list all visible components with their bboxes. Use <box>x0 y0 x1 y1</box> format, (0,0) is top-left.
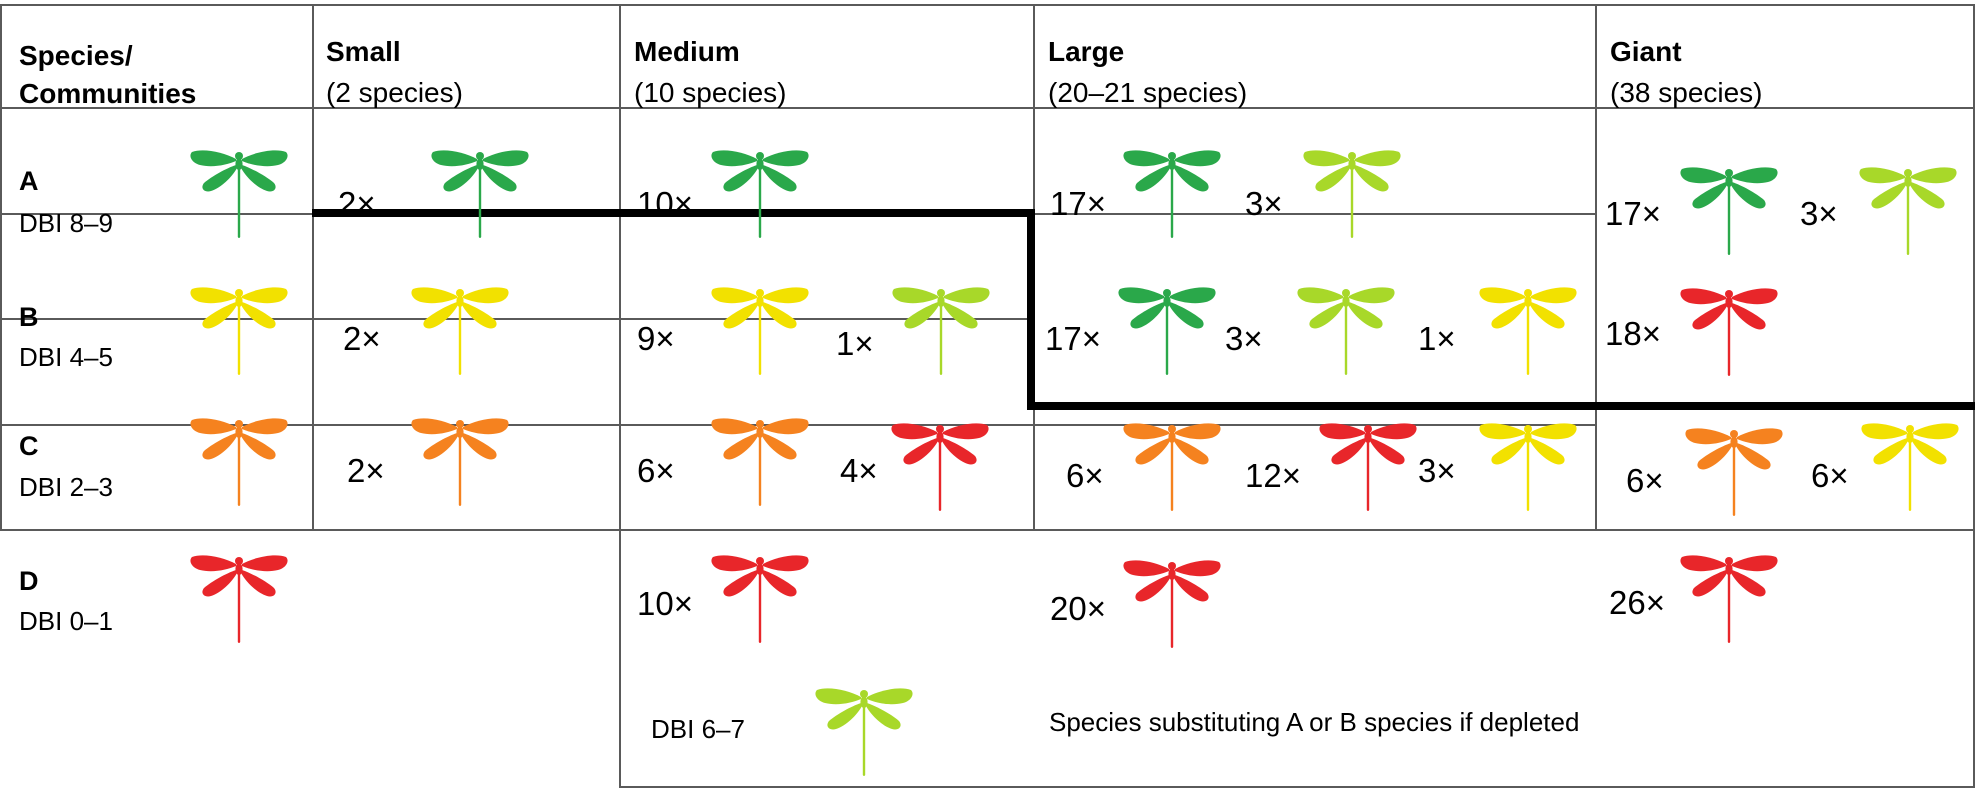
header-small-title: Small <box>326 36 401 67</box>
threshold-line-segment-2 <box>1027 209 1035 410</box>
count-ab-giant-3: 18× <box>1605 315 1661 352</box>
dragonfly-icon <box>1682 424 1786 518</box>
count-b-medium-2: 1× <box>836 325 874 362</box>
dragonfly-icon <box>408 414 512 508</box>
threshold-line-segment-3 <box>1027 402 1975 410</box>
count-cd-giant-3: 26× <box>1609 584 1665 621</box>
count-b-small-1: 2× <box>343 320 381 357</box>
grid-line-row-a-bottom-right <box>1033 213 1595 215</box>
count-cd-giant-1: 6× <box>1626 462 1664 499</box>
header-small-sub: (2 species) <box>326 77 463 108</box>
dragonfly-icon <box>812 684 916 778</box>
dragonfly-icon <box>708 414 812 508</box>
header-medium-title: Medium <box>634 36 740 67</box>
dragonfly-icon <box>1120 146 1224 240</box>
dragonfly-icon <box>187 146 291 240</box>
grid-line-giant-bottom <box>1595 529 1975 531</box>
header-large-sub: (20–21 species) <box>1048 77 1248 108</box>
dragonfly-icon <box>428 146 532 240</box>
count-b-large-2: 3× <box>1225 320 1263 357</box>
dragonfly-icon <box>408 283 512 377</box>
dragonfly-icon <box>1120 419 1224 513</box>
dragonfly-icon <box>187 551 291 645</box>
count-ab-giant-2: 3× <box>1800 195 1838 232</box>
count-c-large-2: 12× <box>1245 457 1301 494</box>
header-species-communities-2: Communities <box>19 78 197 109</box>
count-c-medium-2: 4× <box>840 452 878 489</box>
dragonfly-icon <box>1677 284 1781 378</box>
header-species-communities-1: Species/ <box>19 40 133 71</box>
dragonfly-icon <box>1476 283 1580 377</box>
dragonfly-icon <box>187 283 291 377</box>
dragonfly-icon <box>1294 283 1398 377</box>
row-d-dbi: DBI 0–1 <box>19 606 113 636</box>
dragonfly-icon <box>708 551 812 645</box>
dragonfly-icon <box>1120 556 1224 650</box>
grid-line-table-bottom <box>0 529 1595 531</box>
count-b-large-1: 17× <box>1045 320 1101 357</box>
row-c-letter: C <box>19 431 39 461</box>
dragonfly-icon <box>1300 146 1404 240</box>
count-c-large-1: 6× <box>1066 457 1104 494</box>
dragonfly-icon <box>1858 419 1962 513</box>
dragonfly-icon <box>1677 163 1781 257</box>
dragonfly-icon <box>708 283 812 377</box>
dragonfly-icon <box>187 414 291 508</box>
count-a-small-1: 2× <box>338 185 376 222</box>
dragonfly-icon <box>1115 283 1219 377</box>
count-b-large-3: 1× <box>1418 320 1456 357</box>
grid-line-row-a-bottom-left <box>0 213 312 215</box>
count-a-medium-1: 10× <box>637 185 693 222</box>
dragonfly-icon <box>708 146 812 240</box>
count-d-medium-1: 10× <box>637 585 693 622</box>
grid-line-col-medium <box>619 4 621 788</box>
row-d-letter: D <box>19 566 39 596</box>
threshold-line-segment-1 <box>312 209 1035 217</box>
grid-line-col-giant <box>1595 4 1597 531</box>
dragonfly-icon <box>1856 163 1960 257</box>
legend-description: Species substituting A or B species if d… <box>1049 707 1580 737</box>
row-b-dbi: DBI 4–5 <box>19 342 113 372</box>
dragonfly-icon <box>1316 419 1420 513</box>
count-cd-giant-2: 6× <box>1811 457 1849 494</box>
count-ab-giant-1: 17× <box>1605 195 1661 232</box>
header-medium-sub: (10 species) <box>634 77 787 108</box>
header-giant-title: Giant <box>1610 36 1682 67</box>
count-a-large-1: 17× <box>1050 185 1106 222</box>
grid-line-header-bottom <box>0 107 1975 109</box>
dragonfly-icon <box>1677 551 1781 645</box>
header-giant-sub: (38 species) <box>1610 77 1763 108</box>
grid-line-right <box>1973 4 1975 788</box>
dragonfly-icon <box>1476 419 1580 513</box>
row-a-dbi: DBI 8–9 <box>19 208 113 238</box>
row-c-dbi: DBI 2–3 <box>19 472 113 502</box>
dragonfly-icon <box>888 419 992 513</box>
row-b-letter: B <box>19 302 39 332</box>
count-c-large-3: 3× <box>1418 452 1456 489</box>
grid-line-legend-bottom <box>619 786 1975 788</box>
dragonfly-icon <box>889 283 993 377</box>
grid-line-row-b-bottom-left <box>0 318 1033 320</box>
count-d-large-1: 20× <box>1050 590 1106 627</box>
count-a-large-2: 3× <box>1245 185 1283 222</box>
count-c-small-1: 2× <box>347 452 385 489</box>
count-c-medium-1: 6× <box>637 452 675 489</box>
header-large-title: Large <box>1048 36 1125 67</box>
grid-line-col-small <box>312 4 314 531</box>
count-b-medium-1: 9× <box>637 320 675 357</box>
grid-line-left <box>0 4 2 531</box>
legend-dbi-label: DBI 6–7 <box>651 714 745 744</box>
row-a-letter: A <box>19 166 39 196</box>
grid-line-top <box>0 4 1975 6</box>
